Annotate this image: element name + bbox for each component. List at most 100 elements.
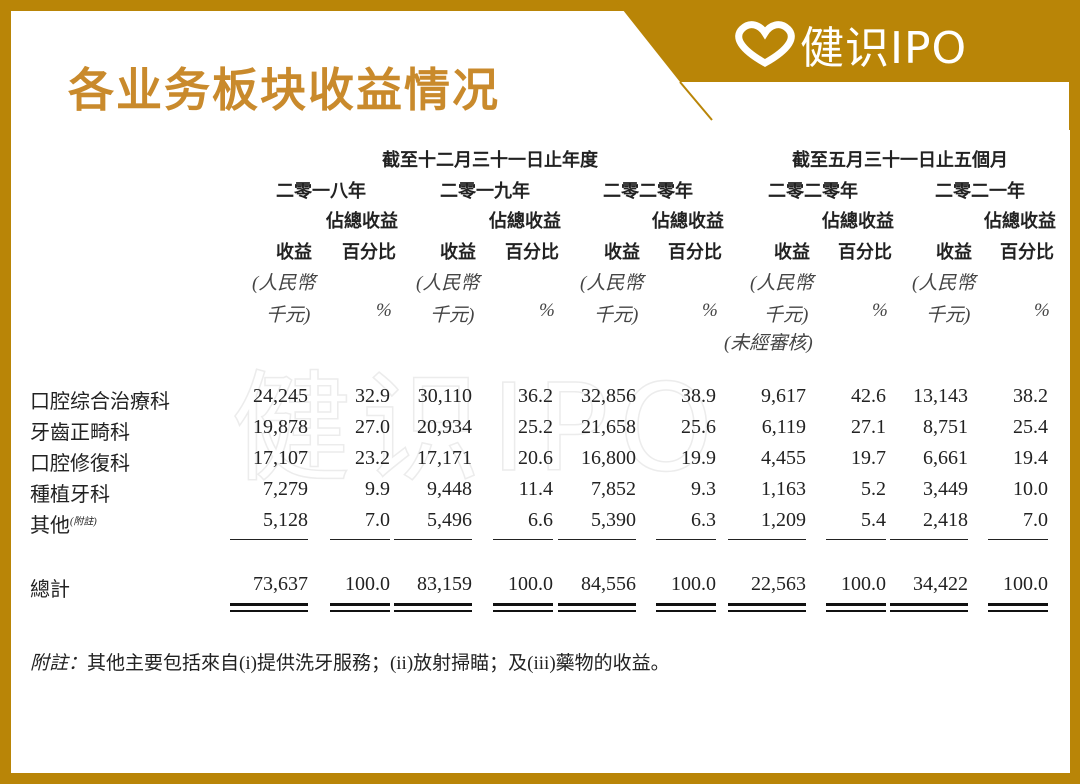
unit-header-line2: 千元)	[430, 305, 475, 326]
table-cell: 5.4	[861, 509, 886, 531]
row-label-text: 口腔修復科	[30, 453, 130, 475]
revenue-header: 收益	[276, 242, 312, 263]
subtotal-rule	[988, 539, 1048, 540]
pct-header-line1: 佔總收益	[984, 211, 1056, 232]
unit-header-line2: 千元)	[764, 305, 809, 326]
table-cell: 20,934	[417, 416, 472, 438]
pct-header-line2: 百分比	[505, 242, 559, 263]
table-cell: 9,448	[427, 478, 472, 500]
subtotal-rule	[558, 539, 636, 540]
row-label: 口腔修復科	[30, 447, 130, 476]
footnote-text: 其他主要包括來自(i)提供洗牙服務；(ii)放射掃瞄；及(iii)藥物的收益。	[87, 653, 670, 674]
subtotal-rule	[394, 539, 472, 540]
table-cell: 24,245	[253, 385, 308, 407]
table-cell: 6.3	[691, 509, 716, 531]
table-cell: 11.4	[518, 478, 553, 500]
pct-header-line1: 佔總收益	[822, 211, 894, 232]
table-cell: 9.3	[691, 478, 716, 500]
table-cell: 38.9	[681, 385, 716, 407]
pct-header-line2: 百分比	[1000, 242, 1054, 263]
row-label-text: 牙齒正畸科	[30, 422, 130, 444]
year-header-2021-5m: 二零二一年	[935, 181, 1025, 202]
pct-unit: %	[539, 300, 555, 321]
subtotal-rule	[493, 539, 553, 540]
table-cell: 30,110	[417, 385, 472, 407]
table-cell: 9.9	[365, 478, 390, 500]
total-cell: 22,563	[751, 573, 806, 595]
table-cell: 5.2	[861, 478, 886, 500]
table-cell: 32,856	[581, 385, 636, 407]
pct-header-line2: 百分比	[342, 242, 396, 263]
unaudited-note: (未經審核)	[724, 333, 813, 354]
subtotal-rule	[728, 539, 806, 540]
total-double-rule	[230, 610, 308, 612]
row-label: 其他(附註)	[30, 509, 97, 538]
table-cell: 23.2	[355, 447, 390, 469]
year-header-2020: 二零二零年	[603, 181, 693, 202]
table-cell: 27.0	[355, 416, 390, 438]
table-cell: 27.1	[851, 416, 886, 438]
brand-name: 健识IPO	[800, 23, 968, 74]
total-cell: 84,556	[581, 573, 636, 595]
total-cell: 100.0	[508, 573, 553, 595]
total-double-rule	[656, 610, 716, 612]
total-double-rule	[558, 610, 636, 612]
document-page: 健识IPO	[11, 11, 1070, 773]
header-banner	[615, 0, 1080, 130]
pct-unit: %	[376, 300, 392, 321]
subtotal-rule	[330, 539, 390, 540]
total-label: 總計	[30, 579, 70, 601]
total-double-rule	[493, 603, 553, 606]
table-cell: 16,800	[581, 447, 636, 469]
table-cell: 5,496	[427, 509, 472, 531]
subtotal-rule	[826, 539, 886, 540]
table-cell: 25.2	[518, 416, 553, 438]
total-cell: 73,637	[253, 573, 308, 595]
total-double-rule	[826, 610, 886, 612]
table-cell: 7.0	[1023, 509, 1048, 531]
table-cell: 5,128	[263, 509, 308, 531]
pct-header-line2: 百分比	[668, 242, 722, 263]
unit-header-line2: 千元)	[594, 305, 639, 326]
table-cell: 13,143	[913, 385, 968, 407]
table-cell: 6,119	[761, 416, 806, 438]
heart-arrows-icon	[735, 21, 795, 68]
table-cell: 19.7	[851, 447, 886, 469]
total-cell: 83,159	[417, 573, 472, 595]
table-cell: 2,418	[923, 509, 968, 531]
unit-header-line1: (人民幣	[252, 273, 316, 294]
total-double-rule	[826, 603, 886, 606]
table-cell: 9,617	[761, 385, 806, 407]
unit-header-line2: 千元)	[926, 305, 971, 326]
year-header-2020-5m: 二零二零年	[768, 181, 858, 202]
total-double-rule	[656, 603, 716, 606]
pct-unit: %	[872, 300, 888, 321]
table-cell: 10.0	[1013, 478, 1048, 500]
period-group-annual: 截至十二月三十一日止年度	[382, 150, 598, 171]
table-cell: 36.2	[518, 385, 553, 407]
total-double-rule	[988, 603, 1048, 606]
subtotal-rule	[890, 539, 968, 540]
table-cell: 17,107	[253, 447, 308, 469]
revenue-header: 收益	[774, 242, 810, 263]
total-double-rule	[728, 603, 806, 606]
footnote: 附註：其他主要包括來自(i)提供洗牙服務；(ii)放射掃瞄；及(iii)藥物的收…	[30, 648, 670, 675]
table-cell: 7.0	[365, 509, 390, 531]
total-double-rule	[728, 610, 806, 612]
year-header-2019: 二零一九年	[440, 181, 530, 202]
footnote-prefix: 附註：	[30, 653, 88, 674]
row-label: 口腔综合治療科	[30, 385, 170, 414]
unit-header-line1: (人民幣	[912, 273, 976, 294]
table-cell: 1,163	[761, 478, 806, 500]
total-cell: 100.0	[841, 573, 886, 595]
total-double-rule	[394, 610, 472, 612]
table-cell: 19.9	[681, 447, 716, 469]
table-cell: 6.6	[528, 509, 553, 531]
pct-header-line1: 佔總收益	[489, 211, 561, 232]
total-double-rule	[330, 603, 390, 606]
table-cell: 8,751	[923, 416, 968, 438]
table-cell: 5,390	[591, 509, 636, 531]
table-cell: 17,171	[417, 447, 472, 469]
note-mark: (附註)	[70, 516, 97, 528]
table-cell: 4,455	[761, 447, 806, 469]
